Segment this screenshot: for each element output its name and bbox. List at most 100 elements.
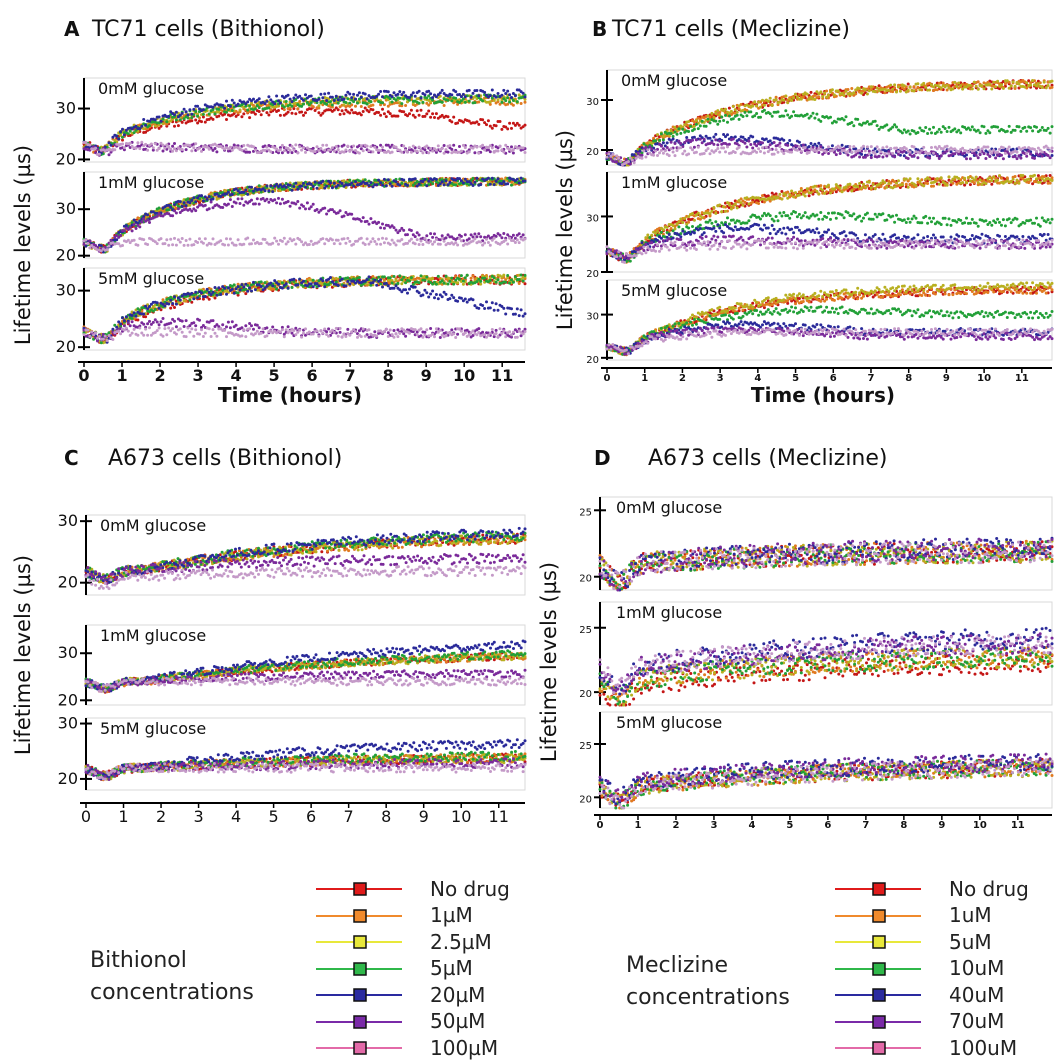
data-point	[173, 203, 176, 206]
data-point	[283, 237, 286, 240]
data-point	[187, 244, 190, 247]
data-point	[368, 110, 371, 113]
data-point	[479, 283, 482, 286]
x-tick-label: 7	[345, 366, 356, 385]
data-point	[190, 292, 193, 295]
data-point	[423, 148, 426, 151]
data-point	[483, 277, 486, 280]
data-point	[475, 89, 478, 92]
data-point	[391, 282, 394, 285]
data-point	[418, 146, 421, 149]
data-point	[269, 282, 272, 285]
data-point	[337, 102, 340, 105]
data-point	[460, 239, 463, 242]
data-point	[331, 280, 334, 283]
data-point	[146, 219, 149, 222]
data-point	[479, 183, 482, 186]
data-point	[88, 246, 91, 249]
data-point	[325, 330, 328, 333]
data-point	[427, 90, 430, 93]
data-point	[408, 99, 411, 102]
data-point	[331, 104, 334, 107]
data-point	[275, 240, 278, 243]
data-point	[265, 198, 268, 201]
data-point	[381, 108, 384, 111]
data-point	[142, 323, 145, 326]
data-point	[439, 336, 442, 339]
data-point	[202, 242, 205, 245]
data-point	[202, 113, 205, 116]
data-point	[133, 131, 136, 134]
data-point	[302, 332, 305, 335]
x-tick-label: 4	[230, 366, 241, 385]
data-point	[352, 145, 355, 148]
data-point	[246, 237, 249, 240]
series-100µM	[83, 326, 527, 342]
data-point	[214, 147, 217, 150]
data-point	[425, 184, 428, 187]
data-point	[179, 118, 182, 121]
data-point	[244, 324, 247, 327]
data-point	[448, 280, 451, 283]
data-point	[319, 329, 322, 332]
data-point	[371, 237, 374, 240]
data-point	[379, 181, 382, 184]
data-point	[456, 281, 459, 284]
data-point	[489, 144, 492, 147]
data-point	[233, 283, 236, 286]
data-point	[202, 335, 205, 338]
data-point	[387, 331, 390, 334]
data-point	[181, 205, 184, 208]
data-point	[443, 282, 446, 285]
data-point	[212, 291, 215, 294]
data-point	[456, 122, 459, 125]
data-point	[214, 332, 217, 335]
data-point	[325, 144, 328, 147]
data-point	[520, 102, 523, 105]
data-point	[366, 220, 369, 223]
data-point	[495, 281, 498, 284]
subplot-label: 0mM glucose	[98, 79, 204, 98]
data-point	[175, 212, 178, 215]
data-point	[420, 149, 423, 152]
data-point	[360, 335, 363, 338]
panel-a-ylabel: Lifetime levels (µs)	[11, 145, 35, 345]
data-point	[339, 96, 342, 99]
data-point	[271, 190, 274, 193]
data-point	[441, 234, 444, 237]
data-point	[227, 191, 230, 194]
data-point	[158, 323, 161, 326]
data-point	[475, 280, 478, 283]
data-point	[204, 295, 207, 298]
data-point	[265, 146, 268, 149]
data-point	[190, 116, 193, 119]
data-point	[202, 116, 205, 119]
data-point	[269, 184, 272, 187]
data-point	[160, 237, 163, 240]
data-point	[423, 237, 426, 240]
data-point	[312, 203, 315, 206]
data-point	[144, 143, 147, 146]
data-point	[402, 276, 405, 279]
data-point	[341, 278, 344, 281]
data-point	[381, 95, 384, 98]
data-point	[373, 240, 376, 243]
data-point	[385, 115, 388, 118]
data-point	[425, 328, 428, 331]
data-point	[121, 139, 124, 142]
data-point	[171, 243, 174, 246]
data-point	[115, 238, 118, 241]
data-point	[300, 105, 303, 108]
data-point	[104, 335, 107, 338]
data-point	[398, 97, 401, 100]
data-point	[183, 108, 186, 111]
data-point	[221, 206, 224, 209]
data-point	[418, 291, 421, 294]
data-point	[327, 335, 330, 338]
data-point	[175, 325, 178, 328]
data-point	[504, 335, 507, 338]
data-point	[123, 324, 126, 327]
data-point	[464, 331, 467, 334]
data-point	[281, 198, 284, 201]
